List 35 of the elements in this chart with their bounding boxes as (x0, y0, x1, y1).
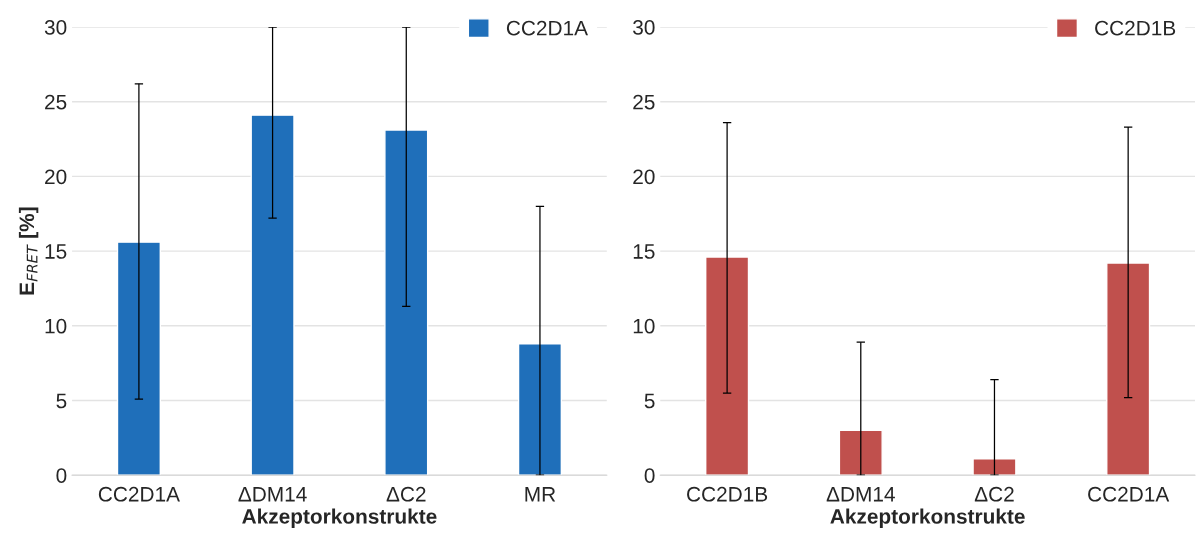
bar (250, 114, 295, 476)
x-axis-title: Akzeptorkonstrukte (242, 508, 437, 528)
y-tick-label: 25 (633, 94, 655, 110)
bar (705, 256, 750, 476)
y-tick-label: 0 (644, 468, 655, 483)
x-tick-label: CC2D1A (98, 486, 180, 502)
x-tick-label: ΔDM14 (826, 487, 895, 502)
x-tick-label: CC2D1A (1088, 486, 1170, 502)
x-tick-label: MR (525, 487, 556, 502)
y-tick-label: 5 (644, 393, 655, 409)
bar (116, 241, 161, 476)
x-tick-label: CC2D1B (687, 486, 768, 502)
y-tick-label: 0 (56, 468, 67, 483)
y-tick-label: 10 (633, 318, 655, 334)
bar (517, 343, 563, 476)
y-tick-label: 15 (633, 244, 655, 259)
y-tick-label: 30 (633, 20, 655, 35)
legend-label: CC2D1B (1095, 20, 1176, 36)
bar (384, 129, 429, 476)
x-tick-label: ΔC2 (974, 486, 1014, 502)
y-tick-label: 10 (45, 318, 67, 334)
x-tick-label: ΔC2 (386, 486, 426, 502)
y-axis-title: E$_{FRET}$ [%] (18, 207, 39, 295)
bar (838, 429, 883, 476)
y-tick-label: 30 (44, 20, 67, 35)
y-tick-label: 5 (56, 393, 67, 409)
bar (972, 458, 1017, 476)
y-tick-label: 20 (45, 169, 67, 185)
y-tick-label: 15 (45, 244, 67, 259)
y-tick-label: 25 (45, 94, 67, 110)
x-tick-label: ΔDM14 (238, 487, 307, 502)
bar (1106, 262, 1151, 476)
x-axis-title: Akzeptorkonstrukte (830, 508, 1025, 528)
y-tick-label: 20 (633, 169, 655, 185)
legend-label: CC2D1A (506, 20, 588, 36)
